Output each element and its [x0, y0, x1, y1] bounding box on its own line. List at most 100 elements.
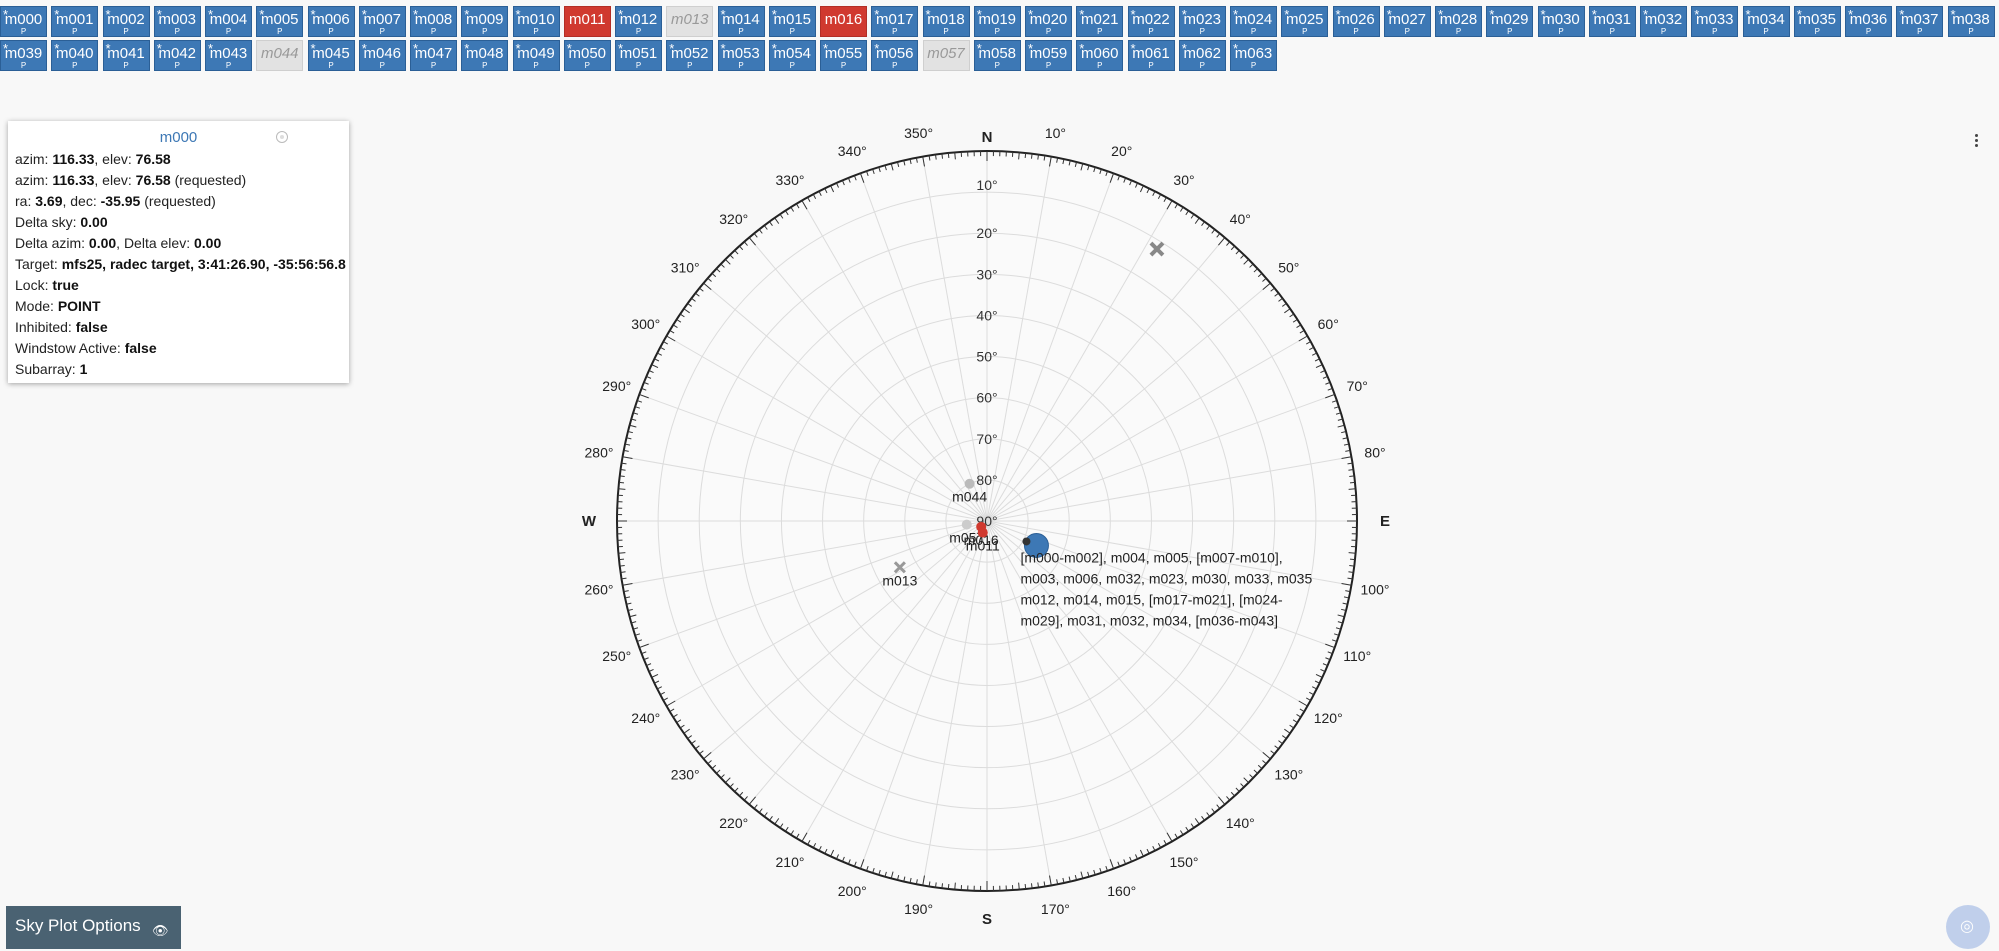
antenna-button-m010[interactable]: * m010 P	[512, 6, 560, 37]
antenna-button-m004[interactable]: * m004 P	[205, 6, 252, 37]
antenna-marker[interactable]	[964, 478, 975, 489]
antenna-button-m028[interactable]: * m028 P	[1435, 6, 1482, 37]
antenna-button-m035[interactable]: * m035 P	[1793, 6, 1841, 37]
azimuth-tick	[1325, 393, 1335, 399]
more-menu-icon[interactable]	[1971, 132, 1981, 152]
antenna-button-m050[interactable]: * m050 P	[563, 40, 611, 71]
azimuth-label: 100°	[1361, 581, 1390, 597]
antenna-button-m054[interactable]: * m054 P	[768, 40, 816, 71]
antenna-button-m007[interactable]: * m007 P	[358, 6, 406, 37]
antenna-button-m034[interactable]: * m034 P	[1742, 6, 1790, 37]
antenna-button-m044[interactable]: m044	[256, 40, 304, 71]
antenna-label: m035	[1798, 11, 1837, 28]
star-icon: *	[105, 41, 111, 56]
antenna-button-m048[interactable]: * m048 P	[461, 40, 509, 71]
antenna-button-m058[interactable]: * m058 P	[973, 40, 1021, 71]
antenna-button-m049[interactable]: * m049 P	[512, 40, 560, 71]
antenna-button-m046[interactable]: * m046 P	[358, 40, 406, 71]
azimuth-tick	[660, 691, 665, 696]
antenna-button-m033[interactable]: * m033 P	[1691, 6, 1739, 37]
antenna-button-m009[interactable]: * m009 P	[461, 6, 509, 37]
info-row: Target: mfs25, radec target, 3:41:26.90,…	[15, 254, 346, 275]
antenna-button-m001[interactable]: * m001 P	[51, 6, 99, 37]
antenna-button-m005[interactable]: * m005 P	[256, 6, 304, 37]
antenna-button-m002[interactable]: * m002 P	[102, 6, 150, 37]
antenna-button-m023[interactable]: * m023 P	[1178, 6, 1226, 37]
antenna-button-m036[interactable]: * m036 P	[1845, 6, 1892, 37]
azimuth-tick	[646, 375, 652, 379]
antenna-button-m017[interactable]: * m017 P	[871, 6, 919, 37]
antenna-button-m026[interactable]: * m026 P	[1332, 6, 1380, 37]
star-icon: *	[310, 41, 316, 56]
antenna-button-m038[interactable]: * m038 P	[1947, 6, 1995, 37]
antenna-button-m063[interactable]: * m063 P	[1230, 40, 1277, 71]
azimuth-label: 80°	[1364, 445, 1385, 461]
info-row: azim: 116.33, elev: 76.58 (requested)	[15, 170, 342, 191]
antenna-label: m020	[1029, 11, 1068, 28]
antenna-button-m030[interactable]: * m030 P	[1537, 6, 1585, 37]
azimuth-tick	[691, 740, 696, 745]
antenna-button-m056[interactable]: * m056 P	[871, 40, 919, 71]
azimuth-tick	[954, 882, 956, 890]
sky-plot-options-button[interactable]: Sky Plot Options 👁	[6, 906, 181, 949]
antenna-button-m000[interactable]: * m000 P	[0, 6, 47, 37]
antenna-button-m057[interactable]: m057	[922, 40, 970, 71]
azimuth-tick	[666, 700, 676, 707]
antenna-button-m031[interactable]: * m031 P	[1588, 6, 1636, 37]
antenna-button-m043[interactable]: * m043 P	[205, 40, 252, 71]
antenna-button-m011[interactable]: m011	[563, 6, 611, 37]
antenna-button-m020[interactable]: * m020 P	[1025, 6, 1072, 37]
azimuth-tick	[1179, 830, 1184, 836]
info-value: 3.69	[35, 193, 63, 209]
azimuth-tick	[1278, 740, 1283, 745]
antenna-label: m052	[670, 45, 709, 62]
info-value: -35.95	[100, 193, 141, 209]
antenna-button-m003[interactable]: * m003 P	[153, 6, 201, 37]
azimuth-label: 110°	[1343, 648, 1371, 664]
antenna-button-m012[interactable]: * m012 P	[615, 6, 662, 37]
close-icon[interactable]	[276, 131, 288, 143]
star-icon: *	[54, 41, 60, 56]
antenna-button-m041[interactable]: * m041 P	[102, 40, 150, 71]
antenna-marker[interactable]	[977, 527, 988, 538]
antenna-button-m045[interactable]: * m045 P	[307, 40, 355, 71]
antenna-button-m040[interactable]: * m040 P	[51, 40, 99, 71]
target-marker[interactable]	[1149, 241, 1165, 257]
antenna-button-m060[interactable]: * m060 P	[1076, 40, 1124, 71]
antenna-marker[interactable]	[1023, 532, 1049, 558]
antenna-button-m029[interactable]: * m029 P	[1486, 6, 1534, 37]
antenna-button-m025[interactable]: * m025 P	[1281, 6, 1329, 37]
azimuth-spoke	[622, 456, 988, 522]
antenna-button-m008[interactable]: * m008 P	[410, 6, 457, 37]
azimuth-tick	[1166, 200, 1173, 210]
antenna-button-m055[interactable]: * m055 P	[820, 40, 867, 71]
antenna-button-m021[interactable]: * m021 P	[1076, 6, 1124, 37]
antenna-button-m062[interactable]: * m062 P	[1178, 40, 1226, 71]
antenna-marker[interactable]	[893, 561, 906, 574]
antenna-button-m027[interactable]: * m027 P	[1383, 6, 1431, 37]
antenna-button-m013[interactable]: m013	[666, 6, 714, 37]
antenna-button-m047[interactable]: * m047 P	[410, 40, 457, 71]
antenna-button-m037[interactable]: * m037 P	[1896, 6, 1944, 37]
antenna-button-m024[interactable]: * m024 P	[1230, 6, 1277, 37]
azimuth-tick	[1123, 177, 1127, 183]
antenna-button-m061[interactable]: * m061 P	[1127, 40, 1175, 71]
antenna-button-m059[interactable]: * m059 P	[1025, 40, 1072, 71]
antenna-button-m014[interactable]: * m014 P	[717, 6, 765, 37]
antenna-marker-label: m013	[882, 572, 917, 588]
antenna-button-m053[interactable]: * m053 P	[717, 40, 765, 71]
antenna-button-m039[interactable]: * m039 P	[0, 40, 47, 71]
antenna-button-m052[interactable]: * m052 P	[666, 40, 714, 71]
visibility-toggle-button[interactable]: ◎	[1946, 905, 1990, 949]
antenna-button-m019[interactable]: * m019 P	[973, 6, 1021, 37]
antenna-button-m015[interactable]: * m015 P	[768, 6, 816, 37]
antenna-button-m022[interactable]: * m022 P	[1127, 6, 1175, 37]
antenna-button-m006[interactable]: * m006 P	[307, 6, 355, 37]
antenna-button-m051[interactable]: * m051 P	[615, 40, 662, 71]
antenna-button-m042[interactable]: * m042 P	[153, 40, 201, 71]
antenna-button-m018[interactable]: * m018 P	[922, 6, 970, 37]
antenna-marker[interactable]	[961, 519, 972, 530]
antenna-button-m016[interactable]: m016	[820, 6, 867, 37]
antenna-button-m032[interactable]: * m032 P	[1640, 6, 1687, 37]
